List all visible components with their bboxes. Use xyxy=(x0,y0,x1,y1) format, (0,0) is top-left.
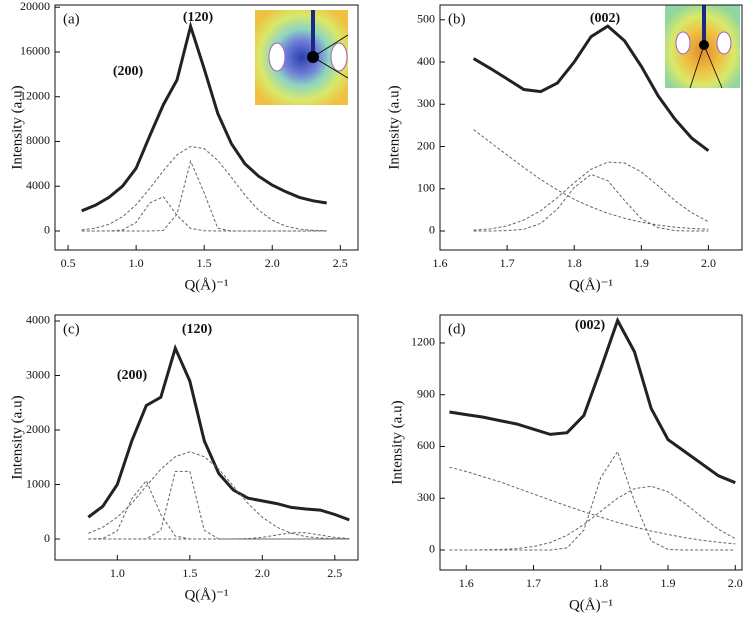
x-tick-label: 1.0 xyxy=(129,256,144,270)
peak-annotation: (002) xyxy=(590,11,621,26)
y-tick-label: 16000 xyxy=(20,44,50,58)
y-tick-label: 2000 xyxy=(26,422,50,436)
x-axis-label: Q(Å)⁻¹ xyxy=(184,587,228,603)
fit-component xyxy=(449,466,736,545)
y-axis-label: Intensity (a.u) xyxy=(9,395,25,479)
y-tick-label: 1000 xyxy=(26,476,50,490)
fit-component xyxy=(449,485,736,551)
fit-component xyxy=(81,196,327,232)
plot-frame xyxy=(54,4,359,251)
fit-component xyxy=(88,532,350,540)
x-tick-label: 1.8 xyxy=(593,576,608,590)
data-line xyxy=(449,316,736,485)
x-tick-label: 2.0 xyxy=(701,256,716,270)
y-tick-label: 4000 xyxy=(26,178,50,192)
panel-label: (a) xyxy=(63,11,80,27)
y-axis-label: Intensity (a.u) xyxy=(9,85,25,169)
plot-frame xyxy=(439,4,743,251)
x-tick-label: 2.0 xyxy=(265,256,280,270)
fit-component xyxy=(88,451,350,540)
x-tick-label: 1.6 xyxy=(459,576,474,590)
peak-annotation: (120) xyxy=(183,10,214,25)
fit-component xyxy=(449,450,736,551)
y-tick-label: 200 xyxy=(417,138,435,152)
x-tick-label: 1.5 xyxy=(197,256,212,270)
x-tick-label: 2.5 xyxy=(327,566,342,580)
inset-pattern-a xyxy=(255,10,349,105)
fit-component xyxy=(473,129,709,230)
x-tick-label: 1.7 xyxy=(500,256,515,270)
peak-annotation: (200) xyxy=(113,64,144,79)
x-axis-label: Q(Å)⁻¹ xyxy=(569,277,613,293)
y-tick-label: 300 xyxy=(417,490,435,504)
x-tick-label: 2.0 xyxy=(728,576,743,590)
fit-component xyxy=(81,159,327,232)
y-tick-label: 20000 xyxy=(20,0,50,13)
y-tick-label: 1200 xyxy=(411,335,435,349)
x-tick-label: 1.0 xyxy=(110,566,125,580)
peak-annotation: (200) xyxy=(117,368,148,383)
data-line xyxy=(472,24,710,152)
peak-annotation: (120) xyxy=(182,322,213,337)
y-tick-label: 400 xyxy=(417,54,435,68)
x-tick-label: 0.5 xyxy=(61,256,76,270)
peak-annotation: (002) xyxy=(575,318,606,333)
fit-component xyxy=(81,145,327,232)
x-tick-label: 2.5 xyxy=(333,256,348,270)
y-tick-label: 600 xyxy=(417,438,435,452)
x-tick-label: 1.5 xyxy=(182,566,197,580)
x-axis-label: Q(Å)⁻¹ xyxy=(569,597,613,613)
x-tick-label: 1.6 xyxy=(433,256,448,270)
x-tick-label: 2.0 xyxy=(255,566,270,580)
data-line xyxy=(87,343,350,522)
y-tick-label: 500 xyxy=(417,12,435,26)
x-tick-label: 1.9 xyxy=(661,576,676,590)
y-tick-label: 0 xyxy=(44,223,50,237)
inset-pattern-b xyxy=(665,5,740,89)
y-tick-label: 0 xyxy=(429,223,435,237)
x-axis-label: Q(Å)⁻¹ xyxy=(184,277,228,293)
x-tick-label: 1.8 xyxy=(567,256,582,270)
panel-label: (c) xyxy=(63,321,80,337)
y-tick-label: 8000 xyxy=(26,133,50,147)
y-tick-label: 0 xyxy=(429,542,435,556)
y-tick-label: 12000 xyxy=(20,88,50,102)
x-tick-label: 1.9 xyxy=(634,256,649,270)
x-tick-label: 1.7 xyxy=(526,576,541,590)
y-tick-label: 4000 xyxy=(26,313,50,327)
y-tick-label: 3000 xyxy=(26,367,50,381)
panel-label: (b) xyxy=(448,11,466,27)
plot-frame xyxy=(54,314,359,561)
fit-component xyxy=(473,173,709,232)
panel-label: (d) xyxy=(448,321,466,337)
plot-frame xyxy=(439,314,743,571)
y-tick-label: 300 xyxy=(417,96,435,110)
y-tick-label: 900 xyxy=(417,386,435,400)
fit-component xyxy=(88,470,350,540)
fit-component xyxy=(473,161,709,231)
y-tick-label: 100 xyxy=(417,181,435,195)
y-axis-label: Intensity (a.u) xyxy=(389,400,405,484)
data-line xyxy=(81,20,327,213)
y-tick-label: 0 xyxy=(44,531,50,545)
y-axis-label: Intensity (a.u) xyxy=(386,85,402,169)
